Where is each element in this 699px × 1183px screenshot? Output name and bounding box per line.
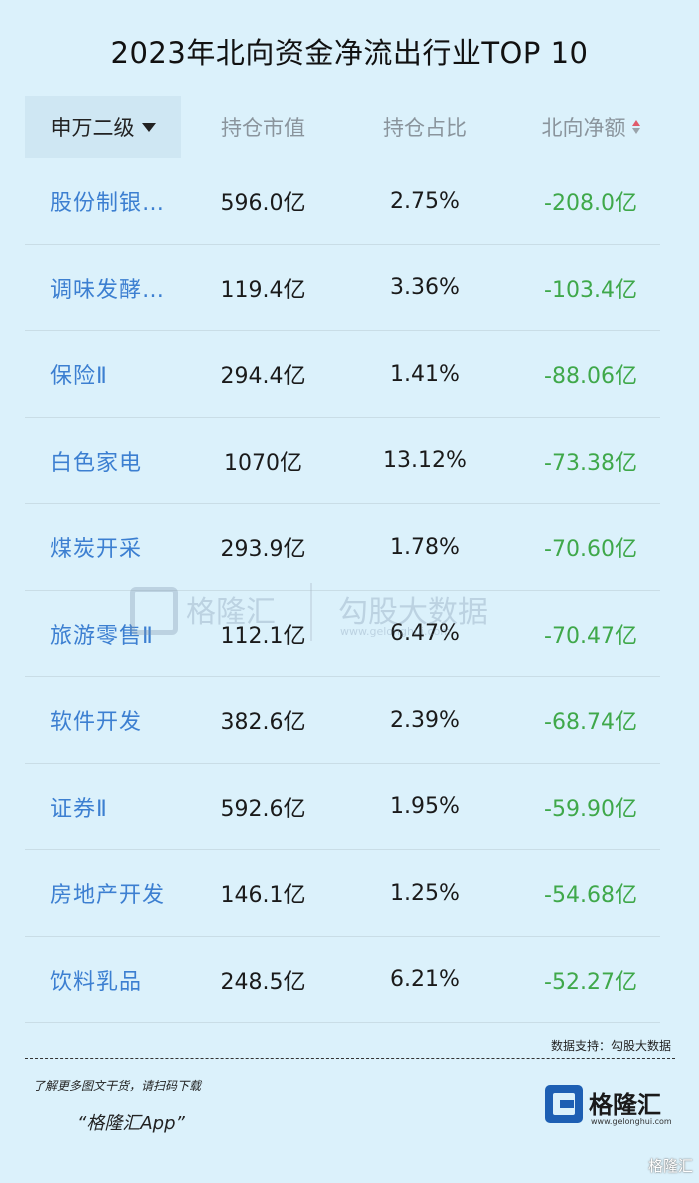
table-row: 饮料乳品 248.5亿 6.21% -52.27亿 <box>25 937 660 1023</box>
net-flow: -103.4亿 <box>544 277 637 303</box>
net-flow: -88.06亿 <box>544 364 637 389</box>
watermark-divider <box>310 583 312 641</box>
header-holding-ratio-label: 持仓占比 <box>383 116 467 140</box>
logo-text: 格隆汇 <box>589 1091 661 1119</box>
industry-level-dropdown[interactable]: 申万二级 <box>25 96 181 158</box>
holding-ratio: 6.21% <box>390 967 460 992</box>
data-source: 数据支持：勾股大数据 <box>550 1039 671 1053</box>
industry-link[interactable]: 饮料乳品 <box>50 969 143 995</box>
watermark-brand: 格隆汇 <box>186 595 276 630</box>
header-net-flow-label: 北向净额 <box>541 116 626 140</box>
table-row: 软件开发 382.6亿 2.39% -68.74亿 <box>25 677 660 764</box>
industry-link[interactable]: 白色家电 <box>50 450 143 476</box>
industry-table: 申万二级 持仓市值 持仓占比 北向净额 股份制银… 596.0亿 2.75% -… <box>25 96 660 1023</box>
market-value: 596.0亿 <box>220 191 306 216</box>
table-row: 股份制银… 596.0亿 2.75% -208.0亿 <box>25 158 660 245</box>
industry-link[interactable]: 煤炭开采 <box>50 537 143 562</box>
table-row: 白色家电 1070亿 13.12% -73.38亿 <box>25 418 660 504</box>
holding-ratio: 3.36% <box>390 275 460 300</box>
brand-logo: 格隆汇 www.gelonghui.com <box>545 1085 675 1130</box>
header-holding-ratio[interactable]: 持仓占比 <box>355 96 495 158</box>
holding-ratio: 1.25% <box>390 880 460 906</box>
net-flow: -68.74亿 <box>544 710 637 735</box>
header-market-value-label: 持仓市值 <box>221 116 305 140</box>
holding-ratio: 1.78% <box>390 534 460 560</box>
net-flow: -70.60亿 <box>544 537 637 562</box>
market-value: 592.6亿 <box>220 796 306 822</box>
sort-updown-icon[interactable] <box>631 120 640 134</box>
net-flow: -70.47亿 <box>544 623 637 649</box>
market-value: 382.6亿 <box>220 710 306 735</box>
holding-ratio: 13.12% <box>383 448 467 473</box>
holding-ratio: 1.95% <box>390 794 460 819</box>
holding-ratio: 1.41% <box>390 361 460 387</box>
table-header: 申万二级 持仓市值 持仓占比 北向净额 <box>25 96 660 158</box>
app-name: “格隆汇App” <box>77 1113 185 1134</box>
table-row: 煤炭开采 293.9亿 1.78% -70.60亿 <box>25 504 660 591</box>
header-market-value[interactable]: 持仓市值 <box>200 96 326 158</box>
watermark-product: 勾股大数据 <box>338 595 488 630</box>
promo-text: 了解更多图文干货，请扫码下载 <box>33 1079 202 1093</box>
industry-link[interactable]: 调味发酵… <box>50 277 166 303</box>
table-row: 调味发酵… 119.4亿 3.36% -103.4亿 <box>25 245 660 331</box>
table-row: 证券Ⅱ 592.6亿 1.95% -59.90亿 <box>25 764 660 850</box>
market-value: 146.1亿 <box>220 883 306 908</box>
watermark-g-icon <box>130 587 178 635</box>
table-row: 旅游零售Ⅱ 112.1亿 6.47% -70.47亿 <box>25 591 660 677</box>
logo-url: www.gelonghui.com <box>591 1117 672 1126</box>
table-row: 房地产开发 146.1亿 1.25% -54.68亿 <box>25 850 660 937</box>
divider <box>25 1058 675 1059</box>
page-title: 2023年北向资金净流出行业TOP 10 <box>110 36 589 70</box>
industry-link[interactable]: 证券Ⅱ <box>50 796 108 822</box>
net-flow: -54.68亿 <box>544 883 637 908</box>
table-row: 保险Ⅱ 294.4亿 1.41% -88.06亿 <box>25 331 660 418</box>
industry-link[interactable]: 旅游零售Ⅱ <box>50 623 154 649</box>
header-industry-label: 申万二级 <box>50 116 135 140</box>
watermark-url: www.gelonghui.com <box>340 625 451 638</box>
net-flow: -52.27亿 <box>544 969 637 995</box>
net-flow: -73.38亿 <box>544 450 637 476</box>
market-value: 112.1亿 <box>220 623 306 649</box>
g-logo-icon <box>545 1085 583 1123</box>
net-flow: -59.90亿 <box>544 796 637 822</box>
holding-ratio: 6.47% <box>390 621 460 646</box>
market-value: 294.4亿 <box>220 364 306 389</box>
triangle-down-icon <box>141 122 156 132</box>
market-value: 248.5亿 <box>220 969 306 995</box>
net-flow: -208.0亿 <box>544 191 637 216</box>
industry-link[interactable]: 房地产开发 <box>50 883 166 908</box>
holding-ratio: 2.75% <box>390 188 460 214</box>
industry-link[interactable]: 股份制银… <box>50 191 166 216</box>
market-value: 1070亿 <box>224 450 302 476</box>
market-value: 293.9亿 <box>220 537 306 562</box>
industry-link[interactable]: 保险Ⅱ <box>50 364 108 389</box>
holding-ratio: 2.39% <box>390 707 460 733</box>
header-net-flow[interactable]: 北向净额 <box>521 96 660 158</box>
industry-link[interactable]: 软件开发 <box>50 710 143 735</box>
corner-watermark: 格隆汇 <box>647 1157 693 1175</box>
market-value: 119.4亿 <box>220 277 306 303</box>
